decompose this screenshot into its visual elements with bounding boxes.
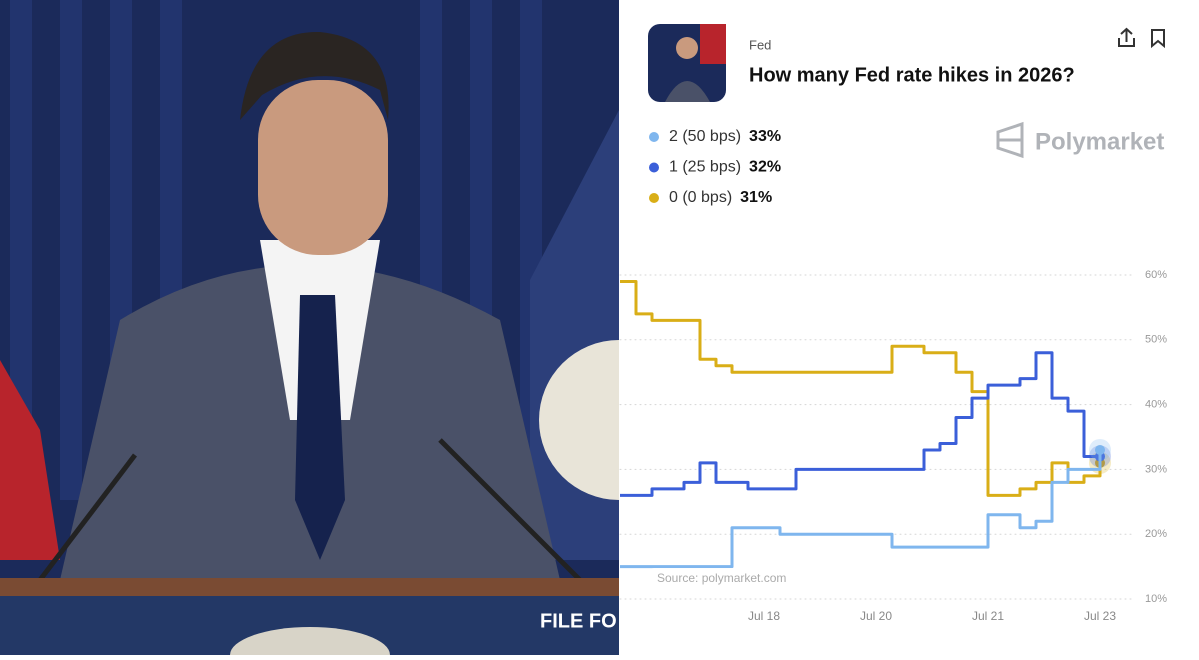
chart-title: How many Fed rate hikes in 2026? xyxy=(749,64,1075,86)
legend-label: 2 (50 bps) xyxy=(669,128,741,145)
series-line xyxy=(620,279,1102,497)
y-tick-label: 40% xyxy=(1145,399,1167,411)
brand: Polymarket xyxy=(1035,128,1164,155)
legend-value: 33% xyxy=(749,128,781,145)
source-bg xyxy=(650,568,795,590)
legend-marker xyxy=(649,162,659,173)
x-tick-label: Jul 18 xyxy=(748,609,780,623)
y-tick-label: 30% xyxy=(1145,463,1167,475)
x-tick-label: Jul 20 xyxy=(860,609,892,623)
line-chart: 10% 20% 30% 40% 50% 60% Jul 18 Jul 20 Jul 21 Jul … xyxy=(619,128,1167,623)
series-line xyxy=(620,449,1102,569)
y-tick-label: 50% xyxy=(1145,334,1167,346)
photo: FILE FO xyxy=(0,0,699,660)
end-point xyxy=(1095,444,1105,455)
y-tick-label: 20% xyxy=(1145,528,1167,540)
legend-marker xyxy=(649,132,659,142)
series-line xyxy=(620,351,1100,497)
legend-label: 1 (25 bps) xyxy=(669,159,741,176)
x-tick-label: Jul 23 xyxy=(1084,609,1116,623)
y-tick-label: 60% xyxy=(1145,269,1167,281)
legend-marker xyxy=(649,193,659,203)
x-tick-label: Jul 21 xyxy=(972,609,1004,623)
bookmark-button[interactable] xyxy=(1151,29,1165,49)
legend-value: 31% xyxy=(740,189,772,206)
y-tick-label: 10% xyxy=(1145,593,1167,605)
legend-label: 0 (0 bps) xyxy=(669,189,732,206)
thumbnail xyxy=(648,24,726,102)
podium-text: FILE FO xyxy=(540,610,617,632)
market-category: Fed xyxy=(749,37,771,52)
source: Source: polymarket.com xyxy=(657,571,786,585)
brand-logo xyxy=(996,121,1024,159)
legend-value: 32% xyxy=(749,159,781,176)
share-button[interactable] xyxy=(1118,27,1135,47)
